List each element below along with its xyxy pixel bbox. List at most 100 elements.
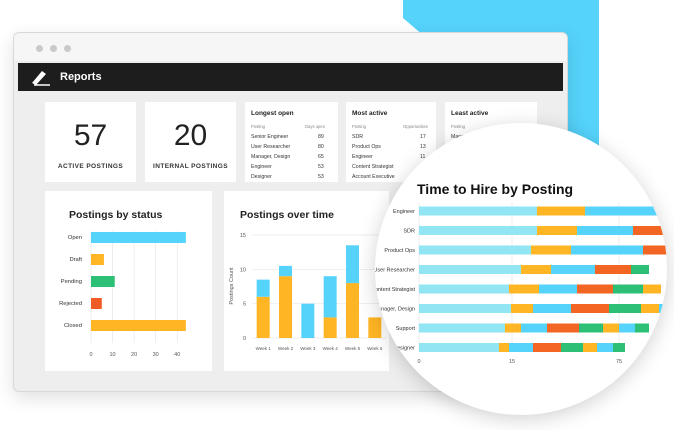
- window-dot-icon: [64, 45, 71, 52]
- hire-stage-segment: [419, 245, 531, 255]
- hire-stage-segment: [509, 343, 533, 352]
- x-tick-label: Week 5: [345, 346, 361, 351]
- y-axis-label: Postings Count: [229, 267, 235, 305]
- postings-over-time-card[interactable]: Postings over time 0 5 10 15 Postings Count W…: [224, 191, 389, 371]
- posting-label: Designer: [393, 346, 415, 352]
- hire-stage-segment: [609, 304, 641, 313]
- x-tick-label: Week 3: [300, 346, 316, 351]
- postings-by-status-card[interactable]: Postings by status 0 10 20 30 40 Open Draft Pen…: [45, 191, 212, 371]
- internal-postings-value: 20: [173, 119, 208, 152]
- hire-stage-segment: [509, 284, 539, 294]
- hire-stage-segment: [531, 245, 571, 255]
- row-value: 11: [420, 154, 426, 160]
- row-value: 80: [318, 144, 324, 150]
- hire-stage-segment: [419, 323, 505, 333]
- column-header: Posting: [352, 124, 366, 129]
- row-value: 17: [420, 134, 426, 140]
- hire-stage-segment: [551, 265, 595, 274]
- x-tick-label: Week 4: [323, 346, 339, 351]
- category-label: Rejected: [59, 301, 82, 307]
- least-active-title: Least active: [451, 110, 489, 117]
- hire-stage-segment: [583, 343, 597, 352]
- hire-stage-segment: [631, 265, 649, 274]
- window-dot-icon: [50, 45, 57, 52]
- x-tick-label: 15: [509, 359, 515, 365]
- row-value: 89: [318, 134, 324, 140]
- stacked-bar-segment: [256, 296, 270, 338]
- hire-stage-segment: [659, 304, 667, 313]
- row-name: Account Executive: [352, 174, 395, 180]
- postings-by-status-title: Postings by status: [69, 209, 163, 221]
- row-name: User Researcher: [251, 144, 291, 150]
- hire-stage-segment: [665, 206, 667, 216]
- hire-stage-segment: [533, 304, 571, 313]
- stacked-bar-segment: [301, 303, 315, 338]
- y-tick-label: 10: [240, 267, 246, 273]
- hire-stage-segment: [613, 284, 643, 294]
- column-header: Days open: [305, 124, 326, 129]
- posting-label: Content Strategist: [375, 287, 415, 293]
- app-title: Reports: [60, 71, 102, 83]
- status-bar: [91, 276, 115, 287]
- row-name: Content Strategist: [352, 164, 394, 170]
- hire-stage-segment: [641, 304, 659, 313]
- hire-stage-segment: [561, 343, 583, 352]
- internal-postings-card[interactable]: 20 INTERNAL POSTINGS: [145, 102, 236, 182]
- hire-stage-segment: [571, 245, 643, 255]
- status-bar: [91, 298, 102, 309]
- longest-open-title: Longest open: [251, 110, 294, 117]
- hire-stage-segment: [643, 284, 661, 294]
- time-to-hire-magnifier: Time to Hire by Posting 0 15 75 Engineer SDR…: [375, 123, 667, 415]
- category-label: Closed: [64, 323, 82, 329]
- x-tick-label: 0: [417, 359, 420, 365]
- category-label: Open: [68, 235, 82, 241]
- x-tick-label: Week 6: [367, 346, 383, 351]
- column-header: Posting: [451, 124, 465, 129]
- row-name: Engineer: [352, 154, 373, 160]
- hire-stage-segment: [539, 284, 577, 294]
- hire-stage-segment: [577, 284, 613, 294]
- status-bar: [91, 320, 186, 331]
- window-dot-icon: [36, 45, 43, 52]
- hire-stage-segment: [419, 206, 537, 216]
- column-header: Posting: [251, 124, 265, 129]
- hire-stage-segment: [571, 304, 609, 313]
- hire-stage-segment: [547, 323, 579, 333]
- hire-stage-segment: [511, 304, 533, 313]
- hire-stage-segment: [579, 323, 603, 333]
- pencil-logo-icon: [32, 71, 50, 86]
- stacked-bar-segment: [279, 265, 292, 277]
- stacked-bar-segment: [279, 276, 292, 338]
- internal-postings-label: INTERNAL POSTINGS: [153, 163, 228, 170]
- hire-stage-segment: [419, 284, 509, 294]
- posting-label: Product Ops: [384, 248, 415, 254]
- time-to-hire-title: Time to Hire by Posting: [417, 181, 574, 197]
- stacked-bar-segment: [323, 317, 337, 338]
- row-name: Designer: [251, 174, 272, 180]
- most-active-title: Most active: [352, 110, 388, 117]
- hire-stage-segment: [595, 265, 631, 274]
- hire-stage-segment: [419, 304, 511, 313]
- hire-stage-segment: [635, 323, 649, 333]
- stacked-bar-segment: [346, 245, 359, 284]
- longest-open-card[interactable]: Longest open Posting Days open Senior En…: [245, 102, 338, 182]
- hire-stage-segment: [419, 343, 499, 352]
- x-tick-label: 30: [153, 352, 159, 358]
- hire-stage-segment: [643, 245, 667, 255]
- posting-label: Manager, Design: [375, 307, 415, 313]
- active-postings-card[interactable]: 57 ACTIVE POSTINGS: [45, 102, 136, 182]
- hire-stage-segment: [597, 343, 613, 352]
- row-name: Manager, Design: [251, 154, 291, 160]
- row-name: Product Ops: [352, 144, 381, 150]
- x-tick-label: Week 1: [256, 346, 272, 351]
- hire-stage-segment: [499, 343, 509, 352]
- x-tick-label: 40: [174, 352, 180, 358]
- hire-stage-segment: [521, 265, 551, 274]
- row-value: 53: [318, 174, 324, 180]
- postings-over-time-chart: 0 5 10 15 Postings Count Week 1 Week 2 Week 3 We…: [229, 233, 386, 351]
- posting-label: Engineer: [393, 209, 415, 215]
- stacked-bar-segment: [323, 276, 337, 318]
- hire-stage-segment: [533, 343, 561, 352]
- row-value: 13: [420, 144, 426, 150]
- hire-stage-segment: [613, 343, 625, 352]
